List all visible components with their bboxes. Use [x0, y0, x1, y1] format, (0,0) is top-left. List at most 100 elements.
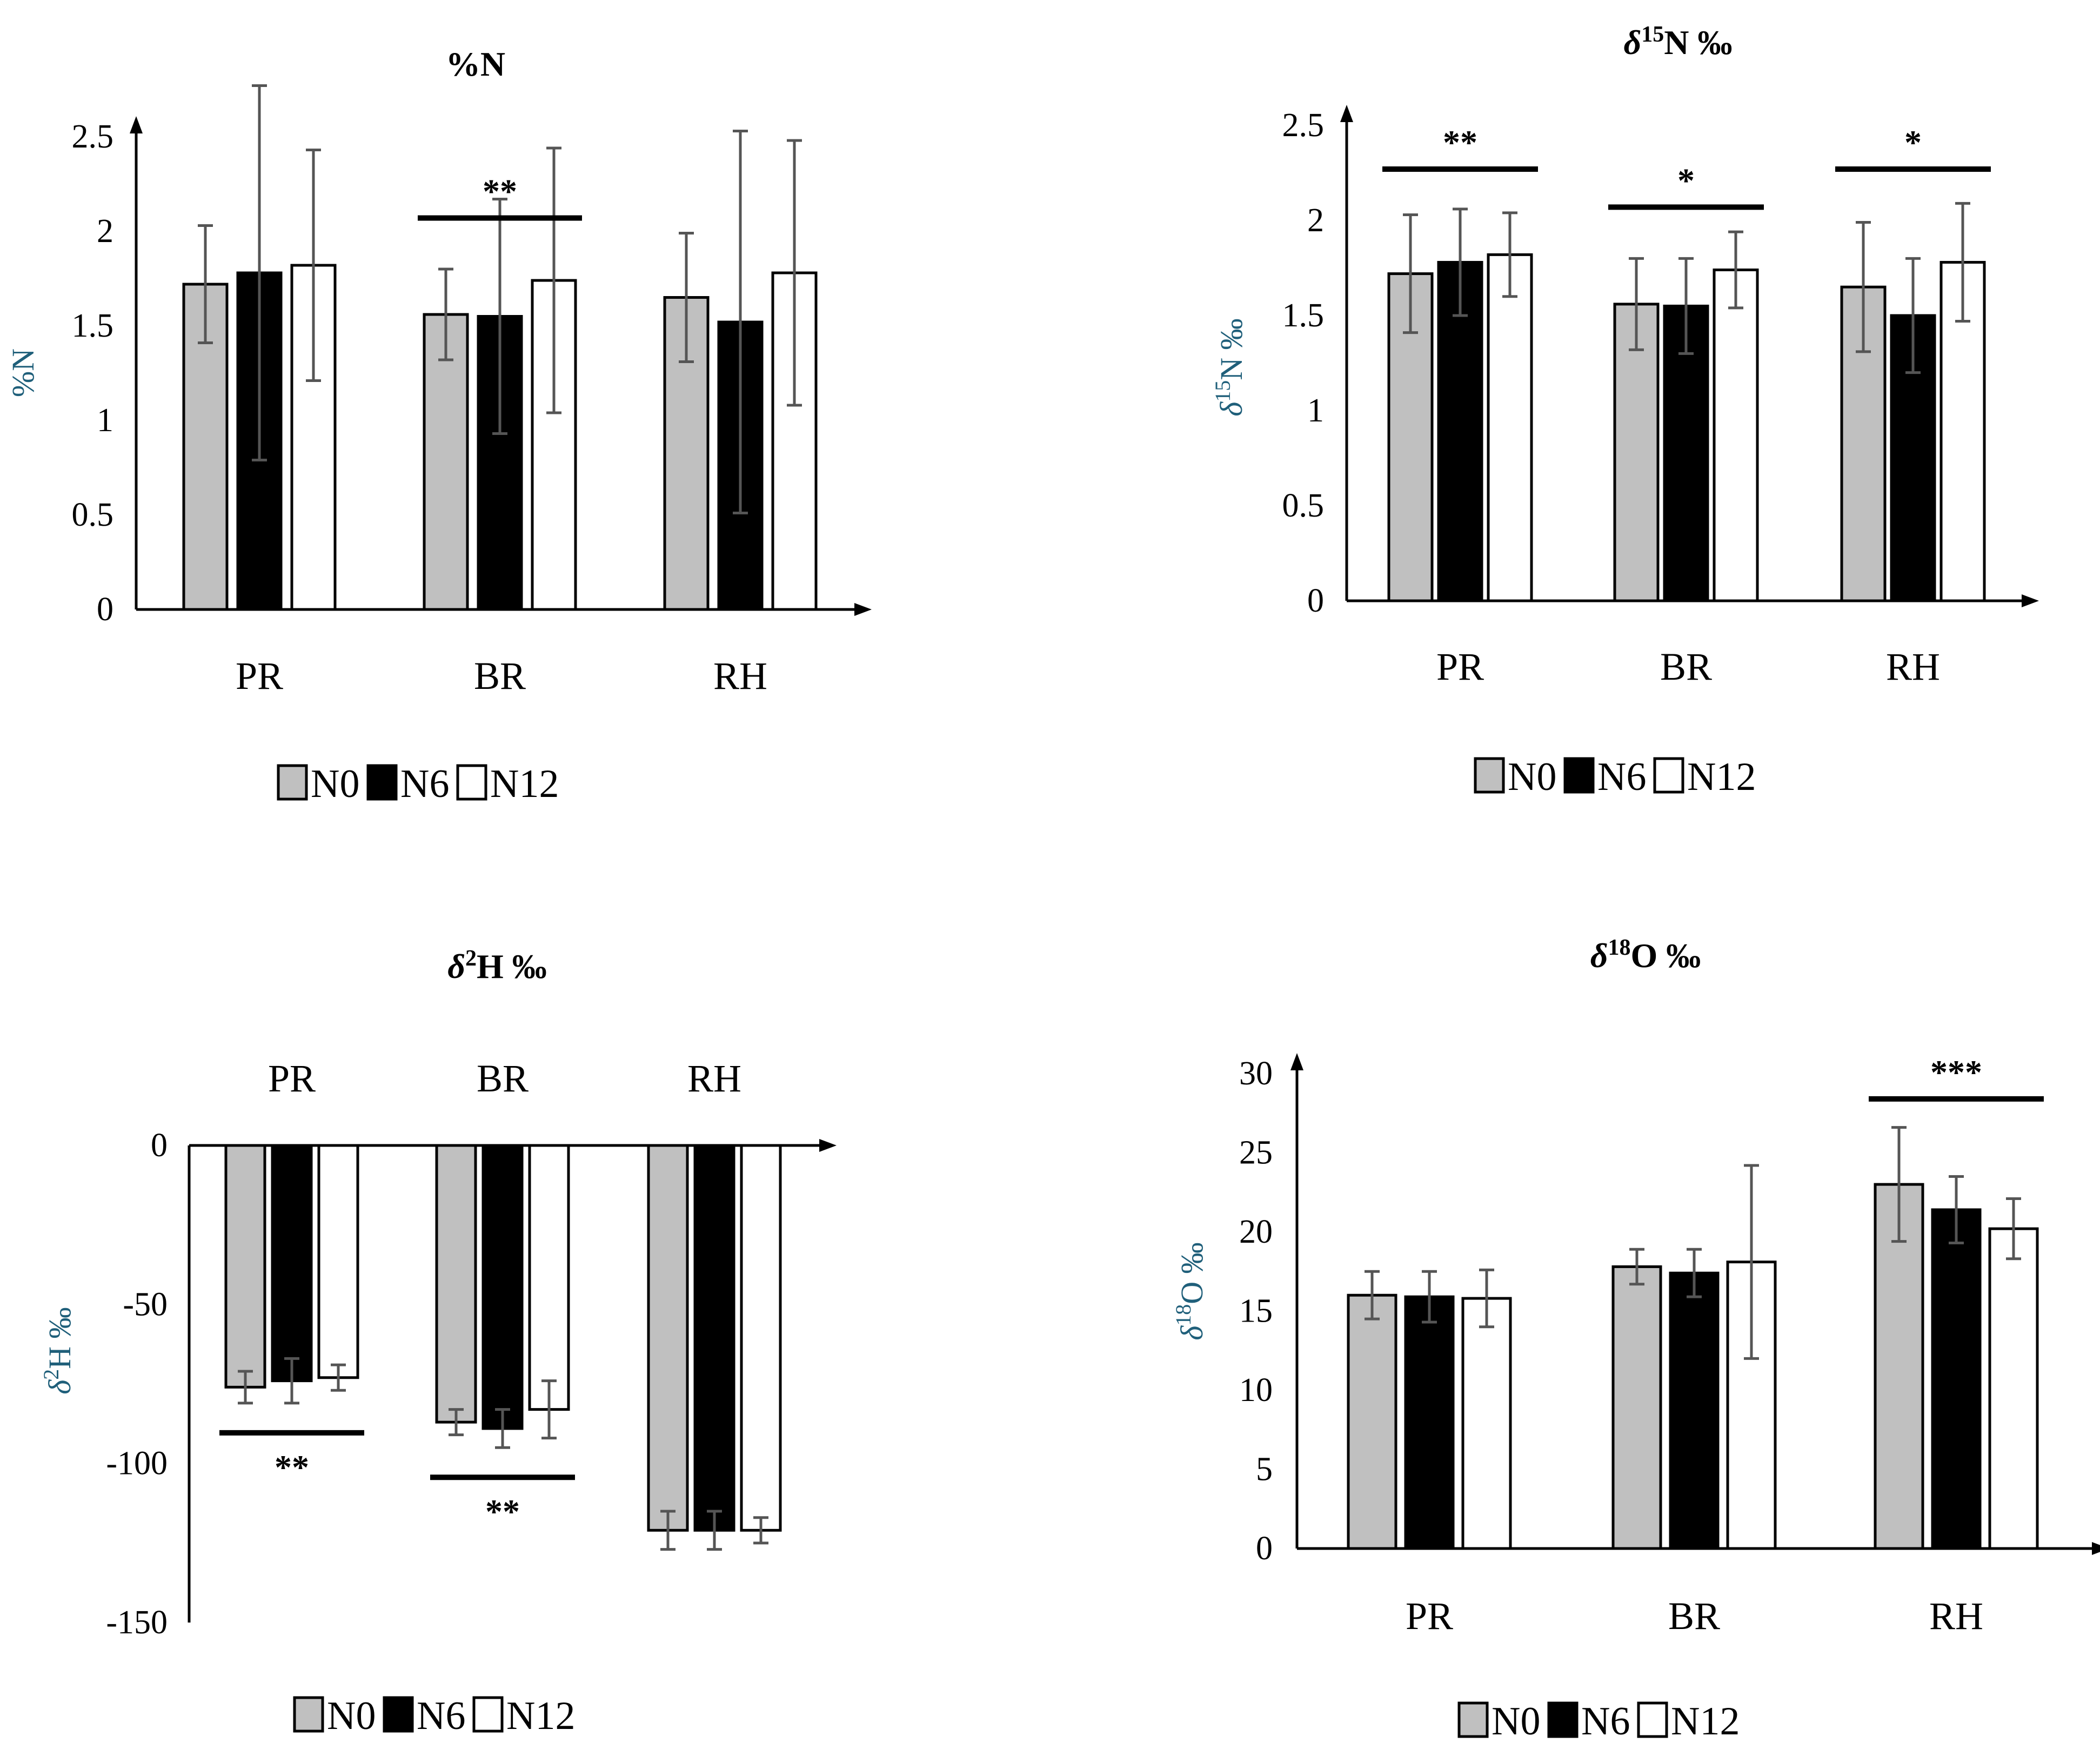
error-bar [1403, 213, 1418, 334]
bar-n0-pr [1347, 1293, 1397, 1550]
error-bar [1678, 257, 1694, 355]
y-tick-label: 20 [1239, 1214, 1273, 1250]
x-axis-arrow [2092, 1542, 2100, 1555]
y-tick-label: 0 [1256, 1530, 1273, 1567]
legend-label: N12 [506, 1694, 575, 1738]
error-bar [495, 1408, 510, 1449]
legend-swatch-n12 [472, 1696, 504, 1733]
category-label: BR [474, 654, 526, 698]
legend: N0 N6 N12 [1474, 755, 1756, 799]
category-label: PR [1436, 645, 1484, 688]
y-axis-arrow [130, 116, 143, 133]
legend-swatch-n0 [293, 1696, 324, 1733]
bar-n6-br [1669, 1271, 1720, 1550]
category-label: PR [268, 1057, 316, 1100]
error-bar [198, 224, 213, 344]
bar-n0-rh [647, 1144, 689, 1532]
error-bar [1629, 1248, 1644, 1286]
legend-label: N0 [311, 762, 359, 806]
error-bar [306, 149, 321, 382]
y-tick-label: 1 [1307, 392, 1324, 429]
legend-label: N0 [1492, 1699, 1540, 1744]
significance-marker: ** [1443, 123, 1477, 162]
chart-pn: 0 0.5 1 1.5 2 2.5 %N PR BR RH ** [5, 84, 872, 698]
category-label: BR [477, 1057, 529, 1100]
error-bar [492, 198, 507, 435]
bar-n0-br [1613, 303, 1660, 602]
error-bar [1453, 207, 1468, 317]
bar-n0-pr [224, 1144, 266, 1389]
bar-n6-pr [271, 1144, 313, 1383]
y-tick-label: 2.5 [1282, 107, 1325, 144]
bar-n12-rh [771, 271, 818, 611]
error-bar [1422, 1270, 1437, 1324]
category-label: RH [713, 654, 767, 698]
y-tick-label: 1.5 [1282, 297, 1325, 334]
error-bar [753, 1516, 768, 1545]
y-tick-label: 1 [97, 402, 113, 439]
bar-n6-rh [1931, 1208, 1982, 1550]
chart-title: %N [446, 45, 505, 83]
chart-title: δ15N ‰ [1624, 22, 1733, 62]
bar-n0-br [435, 1144, 477, 1424]
x-axis-arrow [2022, 594, 2039, 607]
y-tick-label: 2.5 [72, 118, 114, 155]
error-bar [449, 1408, 464, 1437]
legend-label: N0 [327, 1694, 376, 1738]
error-bar [679, 232, 694, 363]
legend-label: N12 [490, 762, 559, 806]
error-bar [787, 139, 802, 407]
y-tick-label: 2 [97, 213, 113, 250]
category-label: RH [1886, 645, 1940, 688]
error-bar [1629, 257, 1644, 351]
bar-n6-pr [1437, 260, 1483, 602]
legend: N0 N6 N12 [277, 762, 559, 806]
error-bar [1905, 257, 1921, 374]
legend-swatch-n6 [1547, 1701, 1579, 1738]
y-tick-label: 0.5 [72, 497, 114, 533]
chart-d2h: -150 -100 -50 0 δ2H ‰ PR BR RH ** ** [39, 1057, 837, 1641]
y-axis-label: δ2H ‰ [39, 1307, 78, 1394]
significance-marker: * [1677, 161, 1695, 199]
error-bar [660, 1510, 676, 1551]
legend-label: N12 [1671, 1699, 1740, 1744]
y-tick-label: 5 [1256, 1451, 1273, 1488]
significance-marker: *** [1930, 1053, 1982, 1091]
bar-n12-pr [1487, 253, 1533, 602]
bar-n12-rh [1988, 1227, 2039, 1550]
category-label: RH [1929, 1594, 1983, 1638]
significance-marker: * [1904, 123, 1922, 162]
legend: N0 N6 N12 [293, 1694, 575, 1738]
y-tick-label: 2 [1307, 202, 1324, 239]
bar-n12-pr [1461, 1297, 1512, 1550]
legend-swatch-n6 [366, 764, 398, 801]
legend-swatch-n0 [1457, 1701, 1489, 1738]
legend-label: N0 [1508, 755, 1556, 799]
y-axis-arrow [1290, 1053, 1303, 1070]
bar-n6-rh [693, 1144, 735, 1532]
error-bar [1955, 202, 1970, 323]
bar-n12-br [528, 1144, 570, 1411]
legend-label: N6 [1581, 1699, 1630, 1744]
legend-label: N6 [417, 1694, 465, 1738]
bar-n12-pr [317, 1144, 359, 1379]
bar-n0-br [1611, 1265, 1662, 1550]
bar-n6-br [481, 1144, 524, 1430]
y-axis-label: δ18O ‰ [1171, 1242, 1210, 1340]
legend: N0 N6 N12 [1457, 1699, 1740, 1744]
y-axis-label: δ15N ‰ [1210, 318, 1249, 416]
bar-n6-pr [1404, 1295, 1455, 1550]
chart-title: δ18O ‰ [1590, 935, 1701, 975]
significance-marker: ** [485, 1492, 520, 1531]
y-tick-label: 25 [1239, 1135, 1273, 1171]
category-label: PR [236, 654, 283, 698]
error-bar [707, 1510, 722, 1551]
chart-title: δ2H ‰ [447, 946, 547, 986]
legend-swatch-n12 [1653, 757, 1684, 794]
y-tick-label: 10 [1239, 1372, 1273, 1409]
x-axis-arrow [819, 1139, 837, 1152]
bar-n12-rh [740, 1144, 782, 1532]
error-bar [541, 1379, 557, 1440]
